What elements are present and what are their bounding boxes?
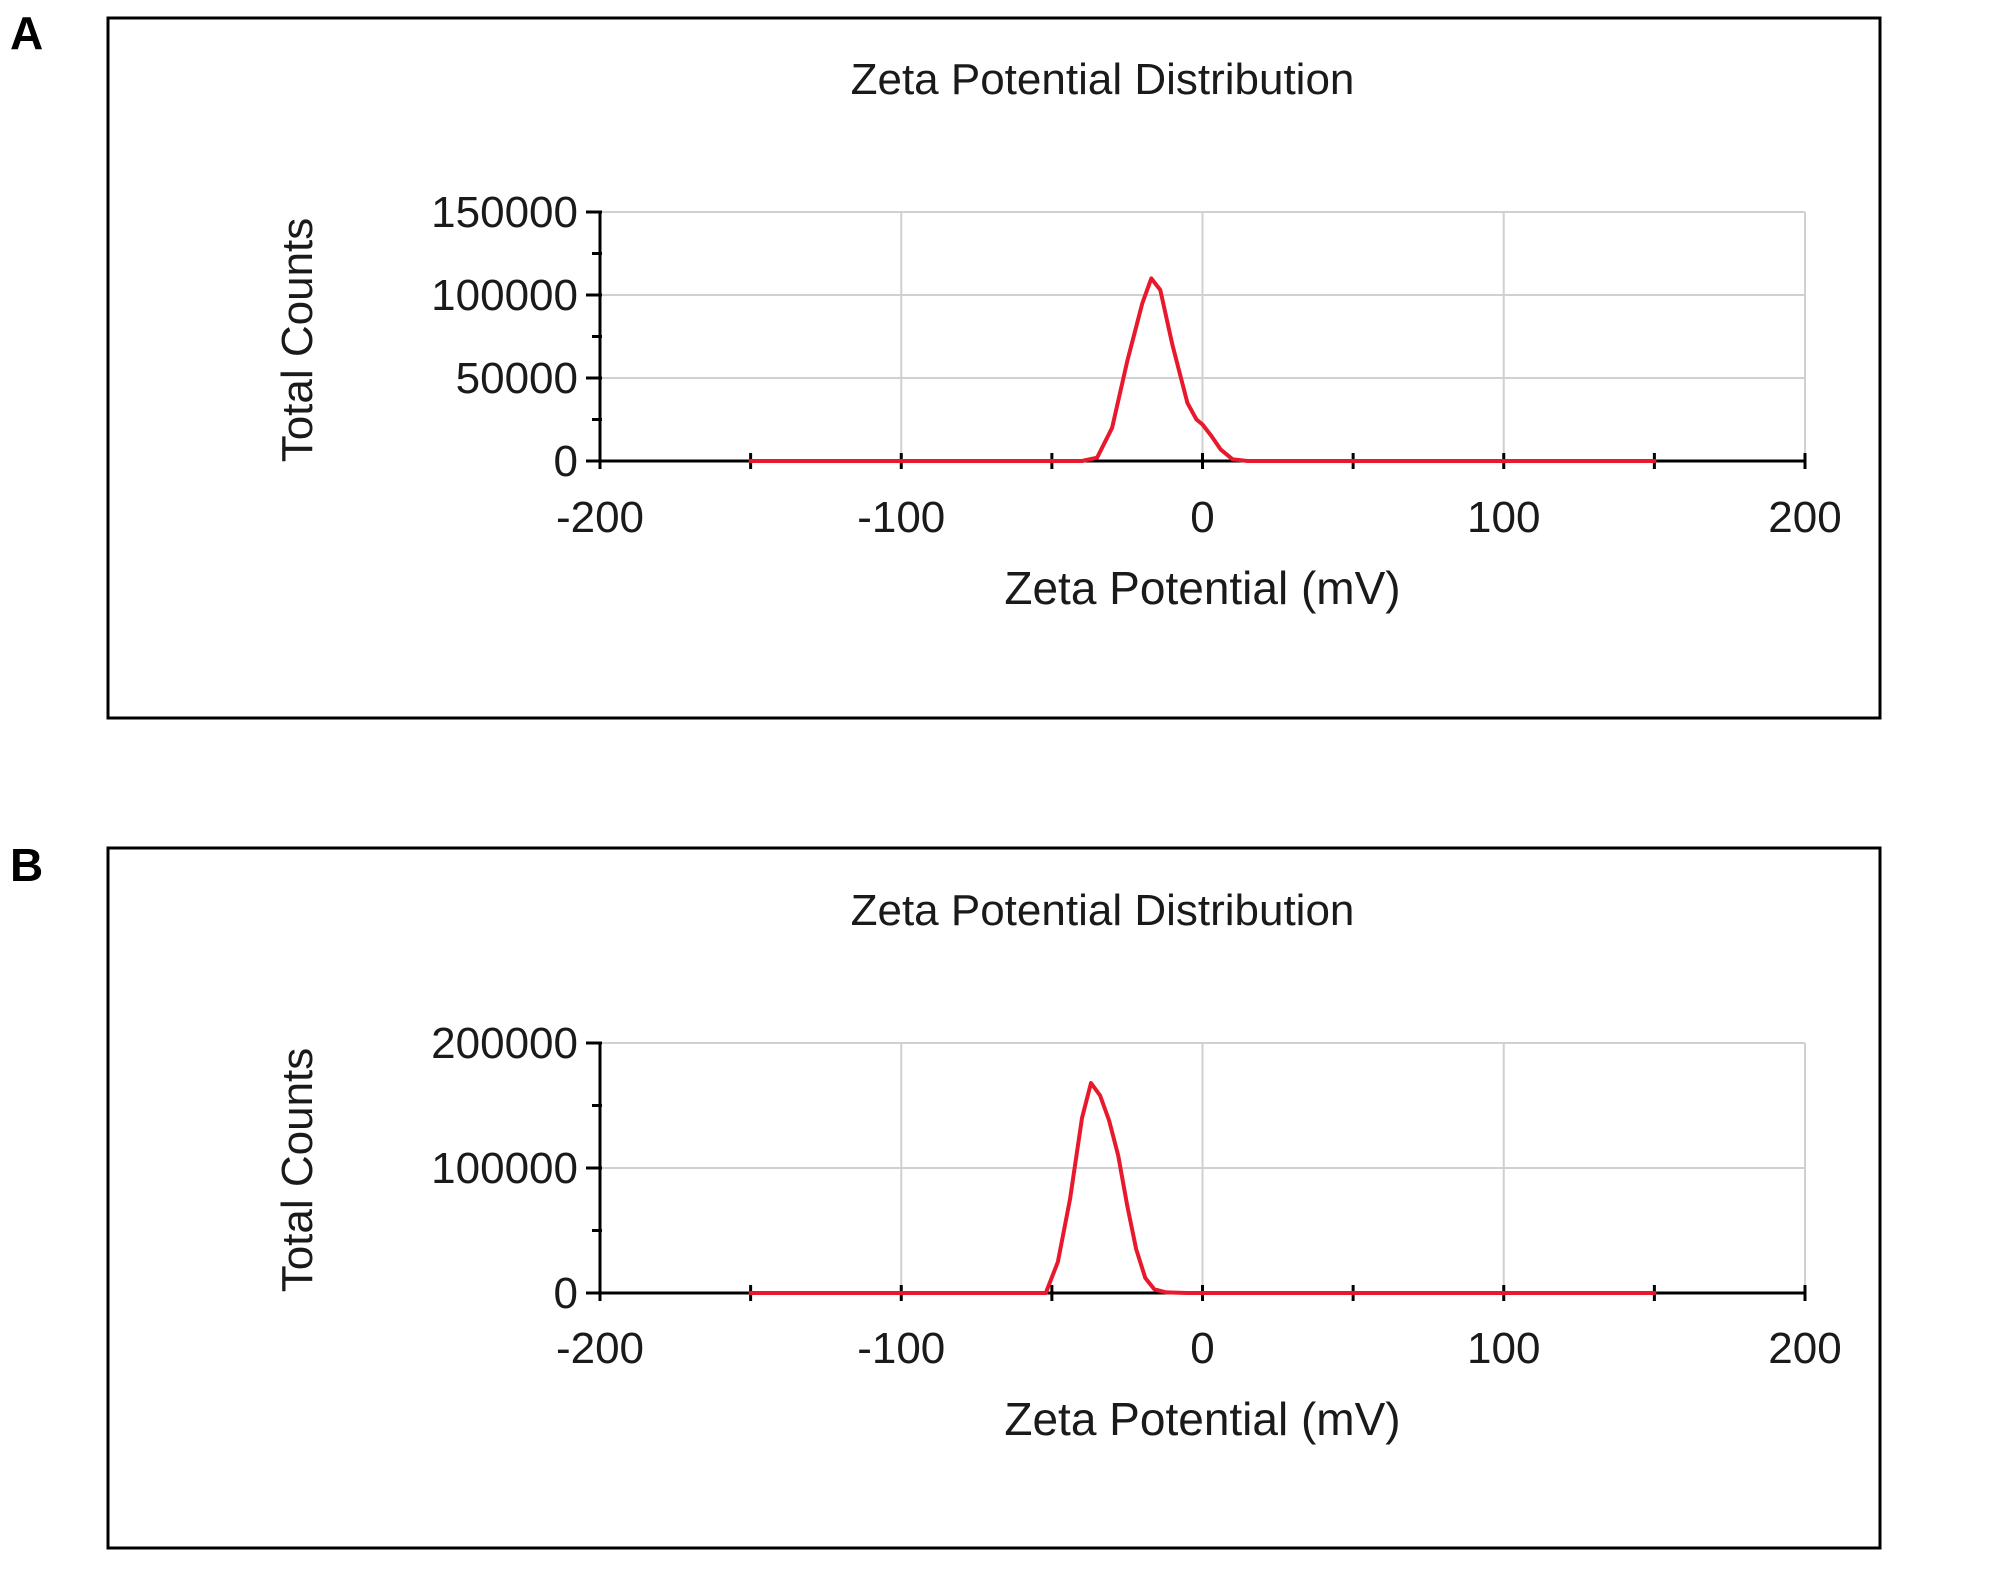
- y-tick-label: 200000: [431, 1019, 578, 1068]
- y-tick-label: 0: [554, 437, 578, 486]
- chart-title: Zeta Potential Distribution: [851, 886, 1355, 935]
- x-axis-label: Zeta Potential (mV): [1004, 562, 1400, 614]
- x-tick-label: -200: [556, 1324, 644, 1373]
- x-tick-label: 100: [1467, 1324, 1540, 1373]
- y-tick-label: 100000: [431, 271, 578, 320]
- y-tick-label: 100000: [431, 1144, 578, 1193]
- x-tick-label: 200: [1768, 493, 1841, 542]
- x-tick-label: -100: [857, 493, 945, 542]
- y-tick-label: 0: [554, 1269, 578, 1318]
- x-tick-label: 0: [1190, 493, 1214, 542]
- y-tick-label: 50000: [456, 354, 578, 403]
- x-tick-label: 0: [1190, 1324, 1214, 1373]
- chart-frame: [106, 846, 1882, 1550]
- x-tick-label: -200: [556, 493, 644, 542]
- y-axis-label: Total Counts: [273, 1048, 322, 1293]
- panel-label-b: B: [10, 839, 44, 891]
- gridlines: [600, 211, 1806, 461]
- x-tick-label: 200: [1768, 1324, 1841, 1373]
- zeta-chart-a: Zeta Potential Distribution 0 50000 100000 1…: [106, 16, 1882, 720]
- chart-title: Zeta Potential Distribution: [851, 55, 1355, 104]
- series-line: [748, 276, 1657, 463]
- series-line: [748, 1081, 1657, 1295]
- x-axis-label: Zeta Potential (mV): [1004, 1393, 1400, 1445]
- zeta-chart-b: Zeta Potential Distribution 0 100000 200000…: [106, 846, 1882, 1550]
- x-tick-label: -100: [857, 1324, 945, 1373]
- gridlines: [600, 1042, 1806, 1293]
- y-tick-label: 150000: [431, 188, 578, 237]
- chart-frame: [106, 16, 1882, 720]
- panel-label-a: A: [10, 7, 44, 59]
- x-tick-label: 100: [1467, 493, 1540, 542]
- y-axis-label: Total Counts: [273, 218, 322, 463]
